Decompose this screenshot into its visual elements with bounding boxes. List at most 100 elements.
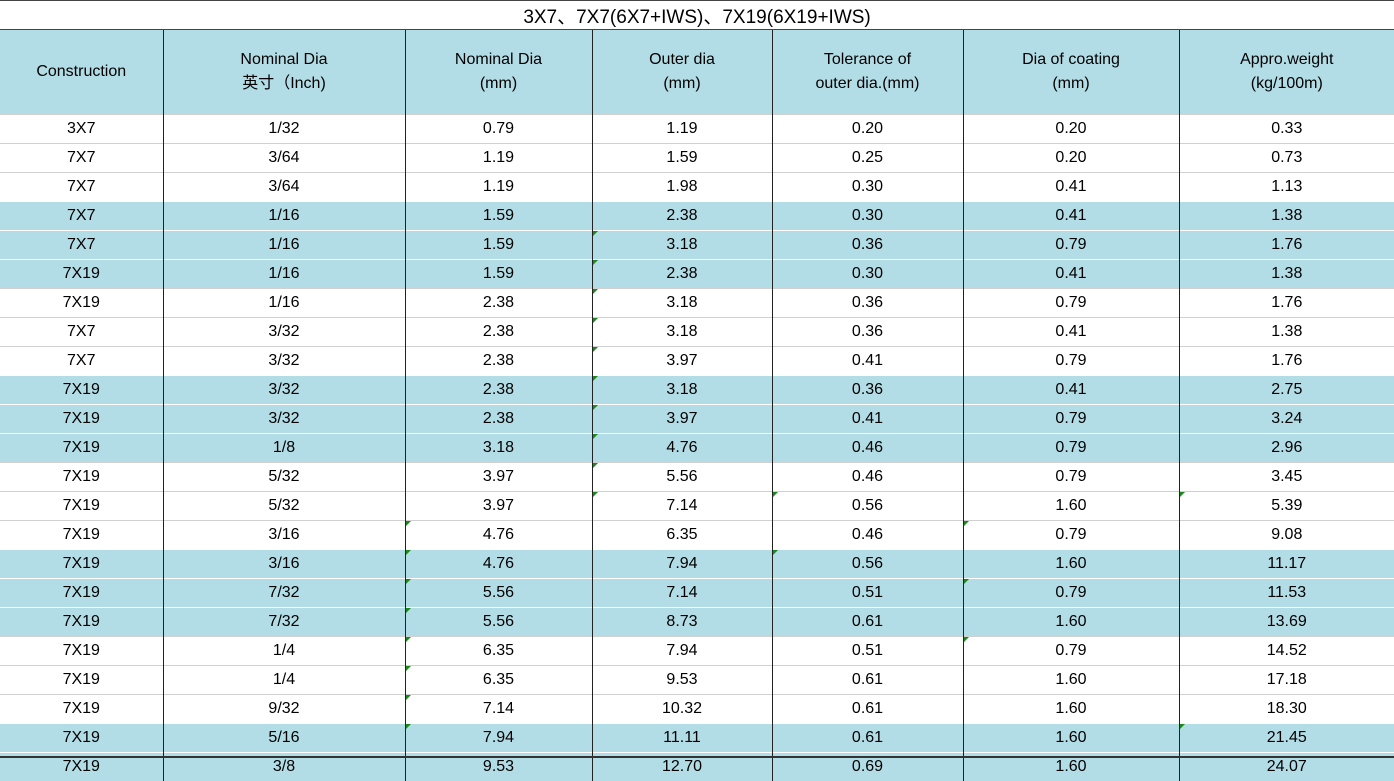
tolerance-cell: 0.61 (772, 695, 963, 724)
outer-dia-cell: 11.11 (592, 724, 772, 753)
nominal-dia-inch-cell: 3/32 (163, 405, 405, 434)
construction-cell: 7X19 (0, 521, 163, 550)
dia-of-coating-cell: 0.41 (963, 173, 1179, 202)
nominal-dia-inch-cell: 3/64 (163, 173, 405, 202)
title-row: 3X7、7X7(6X7+IWS)、7X19(6X19+IWS) (0, 1, 1394, 30)
nominal-dia-mm-cell: 6.35 (405, 666, 592, 695)
construction-cell: 7X7 (0, 144, 163, 173)
tolerance-cell: 0.30 (772, 173, 963, 202)
construction-cell: 7X7 (0, 318, 163, 347)
header-tolerance: Tolerance of outer dia.(mm) (772, 30, 963, 115)
nominal-dia-inch-cell: 1/16 (163, 289, 405, 318)
construction-cell: 7X19 (0, 695, 163, 724)
header-nominal-dia-mm: Nominal Dia (mm) (405, 30, 592, 115)
construction-cell: 7X7 (0, 173, 163, 202)
header-label-line1: Nominal Dia (164, 48, 405, 72)
nominal-dia-mm-cell: 3.18 (405, 434, 592, 463)
outer-dia-cell: 4.76 (592, 434, 772, 463)
dia-of-coating-cell: 0.79 (963, 434, 1179, 463)
nominal-dia-inch-cell: 3/32 (163, 318, 405, 347)
outer-dia-cell: 7.94 (592, 637, 772, 666)
outer-dia-cell: 9.53 (592, 666, 772, 695)
tolerance-cell: 0.61 (772, 724, 963, 753)
dia-of-coating-cell: 0.79 (963, 579, 1179, 608)
nominal-dia-mm-cell: 3.97 (405, 463, 592, 492)
outer-dia-cell: 3.97 (592, 347, 772, 376)
construction-cell: 7X19 (0, 579, 163, 608)
dia-of-coating-cell: 0.79 (963, 637, 1179, 666)
nominal-dia-mm-cell: 2.38 (405, 405, 592, 434)
nominal-dia-mm-cell: 1.19 (405, 173, 592, 202)
appro-weight-cell: 14.52 (1179, 637, 1394, 666)
construction-cell: 7X19 (0, 637, 163, 666)
tolerance-cell: 0.36 (772, 376, 963, 405)
table-title: 3X7、7X7(6X7+IWS)、7X19(6X19+IWS) (0, 1, 1394, 30)
nominal-dia-mm-cell: 7.14 (405, 695, 592, 724)
header-label-line2: (kg/100m) (1180, 72, 1394, 96)
dia-of-coating-cell: 0.79 (963, 463, 1179, 492)
outer-dia-cell: 7.14 (592, 579, 772, 608)
nominal-dia-mm-cell: 5.56 (405, 579, 592, 608)
appro-weight-cell: 1.38 (1179, 260, 1394, 289)
header-construction: Construction (0, 30, 163, 115)
nominal-dia-inch-cell: 3/16 (163, 521, 405, 550)
appro-weight-cell: 1.13 (1179, 173, 1394, 202)
construction-cell: 7X19 (0, 550, 163, 579)
dia-of-coating-cell: 0.41 (963, 260, 1179, 289)
nominal-dia-inch-cell: 5/16 (163, 724, 405, 753)
outer-dia-cell: 8.73 (592, 608, 772, 637)
construction-cell: 7X19 (0, 434, 163, 463)
dia-of-coating-cell: 0.41 (963, 376, 1179, 405)
appro-weight-cell: 3.45 (1179, 463, 1394, 492)
nominal-dia-mm-cell: 1.59 (405, 231, 592, 260)
tolerance-cell: 0.56 (772, 492, 963, 521)
tolerance-cell: 0.56 (772, 550, 963, 579)
spec-sheet: 3X7、7X7(6X7+IWS)、7X19(6X19+IWS) Construc… (0, 0, 1394, 758)
header-nominal-dia-inch: Nominal Dia 英寸（Inch) (163, 30, 405, 115)
dia-of-coating-cell: 0.20 (963, 144, 1179, 173)
header-label-line2: (mm) (593, 72, 772, 96)
tolerance-cell: 0.51 (772, 579, 963, 608)
tolerance-cell: 0.46 (772, 463, 963, 492)
outer-dia-cell: 7.14 (592, 492, 772, 521)
nominal-dia-mm-cell: 0.79 (405, 115, 592, 144)
tolerance-cell: 0.46 (772, 434, 963, 463)
construction-cell: 7X19 (0, 289, 163, 318)
dia-of-coating-cell: 1.60 (963, 695, 1179, 724)
appro-weight-cell: 1.76 (1179, 289, 1394, 318)
nominal-dia-inch-cell: 5/32 (163, 463, 405, 492)
outer-dia-cell: 2.38 (592, 202, 772, 231)
tolerance-cell: 0.51 (772, 637, 963, 666)
appro-weight-cell: 21.45 (1179, 724, 1394, 753)
dia-of-coating-cell: 0.41 (963, 318, 1179, 347)
outer-dia-cell: 7.94 (592, 550, 772, 579)
dia-of-coating-cell: 1.60 (963, 492, 1179, 521)
nominal-dia-inch-cell: 1/4 (163, 637, 405, 666)
tolerance-cell: 0.41 (772, 347, 963, 376)
tolerance-cell: 0.36 (772, 318, 963, 347)
nominal-dia-mm-cell: 2.38 (405, 347, 592, 376)
construction-cell: 3X7 (0, 115, 163, 144)
dia-of-coating-cell: 1.60 (963, 724, 1179, 753)
tolerance-cell: 0.36 (772, 289, 963, 318)
appro-weight-cell: 1.76 (1179, 347, 1394, 376)
outer-dia-cell: 3.18 (592, 318, 772, 347)
outer-dia-cell: 3.97 (592, 405, 772, 434)
outer-dia-cell: 5.56 (592, 463, 772, 492)
construction-cell: 7X7 (0, 231, 163, 260)
header-label-line1: Outer dia (593, 48, 772, 72)
dia-of-coating-cell: 1.60 (963, 666, 1179, 695)
